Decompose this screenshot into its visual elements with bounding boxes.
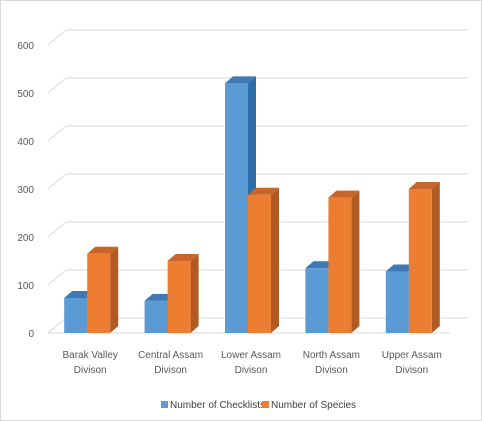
bar-front: [408, 189, 432, 333]
x-tick-label: Divison: [235, 365, 268, 376]
bar-front: [328, 197, 352, 333]
y-tick-label: 0: [28, 329, 34, 340]
legend-label: Number of Checklists: [170, 400, 265, 411]
bar: [408, 182, 440, 333]
bar-side: [351, 190, 360, 333]
bar-top: [87, 246, 119, 254]
bar-front: [87, 253, 111, 333]
x-tick-label: Divison: [154, 365, 187, 376]
bar-front: [305, 268, 329, 333]
y-tick-label: 100: [17, 281, 34, 292]
x-tick-label: Central Assam: [138, 350, 203, 361]
bar-front: [64, 297, 88, 333]
bar-top: [408, 182, 440, 189]
x-tick-label: Divison: [74, 365, 107, 376]
y-tick-label: 400: [17, 137, 34, 148]
gridline: [47, 77, 468, 94]
x-tick-label: Divison: [395, 365, 428, 376]
bar-front: [225, 83, 248, 334]
legend-swatch: [262, 401, 269, 408]
bar-side: [431, 182, 440, 333]
bar-top: [248, 187, 279, 195]
bar: [167, 254, 199, 333]
bar-top: [328, 190, 360, 198]
x-tick-label: Lower Assam: [221, 350, 281, 361]
x-tick-label: Divison: [315, 365, 348, 376]
bar-front: [167, 261, 191, 333]
x-tick-label: North Assam: [303, 350, 360, 361]
gridline: [47, 29, 468, 46]
bar-side: [110, 246, 119, 333]
x-tick-label: Upper Assam: [382, 350, 442, 361]
y-tick-label: 300: [17, 185, 34, 196]
bar-front: [144, 300, 168, 333]
bar-side: [271, 187, 279, 333]
x-tick-label: Barak Valley: [62, 350, 117, 361]
bar-front: [248, 194, 271, 333]
legend-swatch: [161, 401, 168, 408]
bar-top: [167, 254, 199, 261]
bar: [248, 187, 279, 333]
bar-top: [225, 76, 256, 84]
y-tick-label: 200: [17, 233, 34, 244]
legend-label: Number of Species: [271, 400, 356, 411]
bar: [87, 246, 119, 333]
bar: [328, 190, 360, 333]
gridline: [47, 173, 468, 190]
gridline: [47, 125, 468, 142]
y-tick-label: 500: [17, 89, 34, 100]
bar-front: [385, 271, 409, 333]
bar-side: [190, 254, 199, 333]
y-tick-label: 600: [17, 41, 34, 52]
